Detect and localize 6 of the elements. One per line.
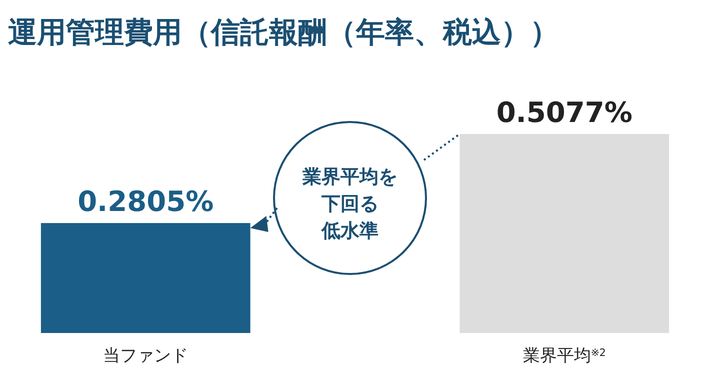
chart-title: 運用管理費用（信託報酬（年率、税込）） [8,15,559,49]
x-tick-label: 業界平均$^{※2}$ [522,346,606,366]
data-label: 0.5077% [496,96,632,129]
annotation: 業界平均を下回る低水準 [302,166,398,242]
x-tick-label: 当ファンド [103,346,188,366]
data-label: 0.2805% [78,185,214,218]
